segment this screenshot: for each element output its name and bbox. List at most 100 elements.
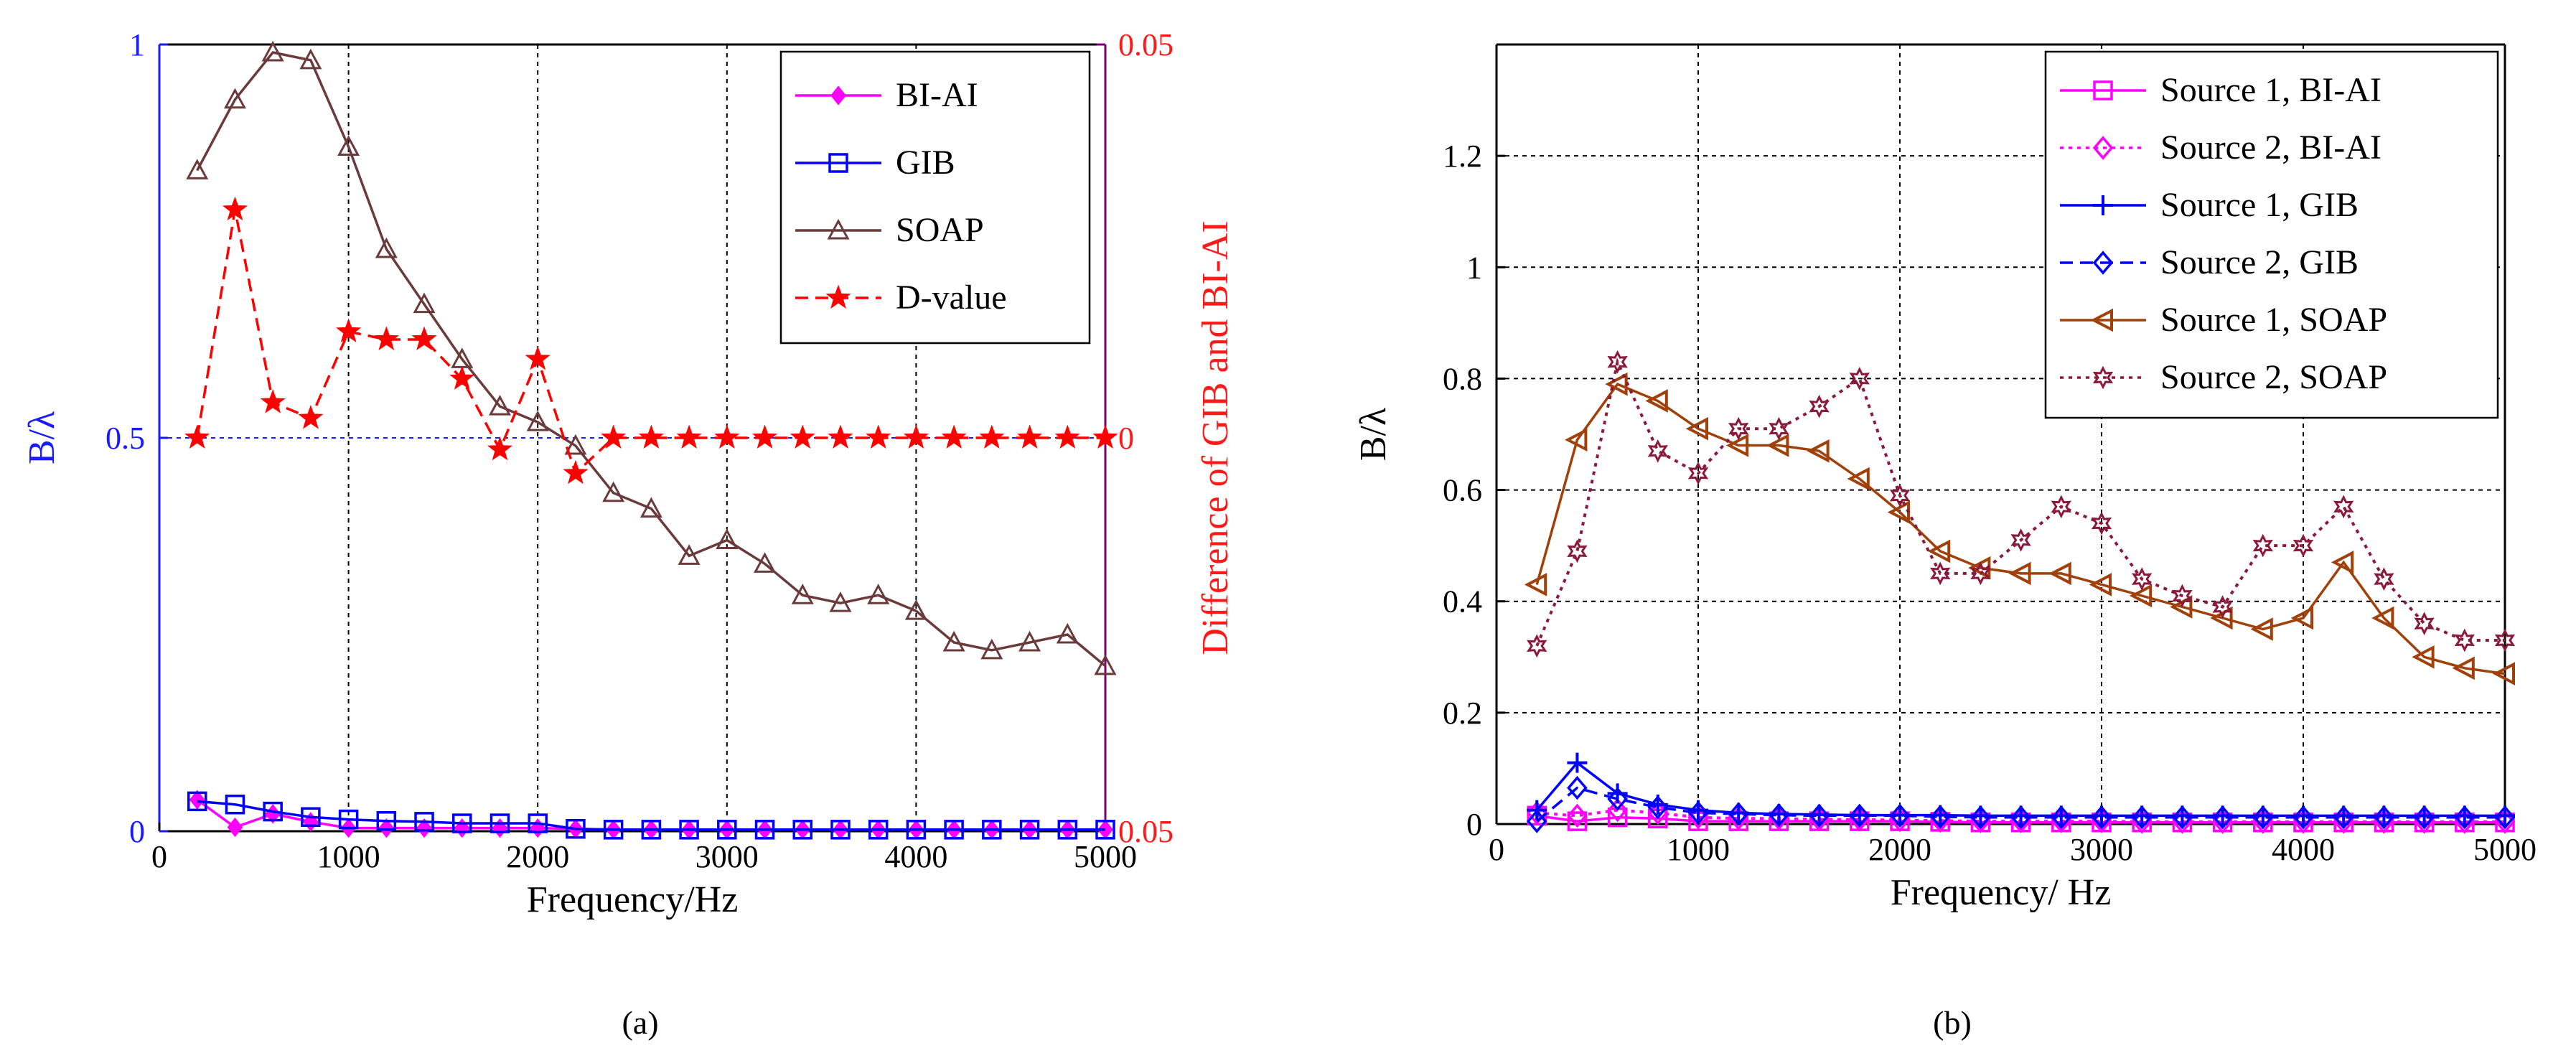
data-point bbox=[1567, 775, 1588, 800]
data-point bbox=[1807, 439, 1830, 463]
data-point bbox=[566, 818, 586, 839]
data-point bbox=[299, 48, 322, 70]
data-point bbox=[1092, 424, 1118, 449]
data-point bbox=[2010, 528, 2031, 552]
data-point bbox=[602, 481, 625, 502]
data-point bbox=[1927, 539, 1951, 563]
data-point bbox=[1094, 654, 1117, 675]
data-point bbox=[411, 326, 437, 350]
legend-marker bbox=[2093, 80, 2113, 100]
legend-marker bbox=[2092, 136, 2114, 160]
data-point bbox=[2292, 805, 2314, 830]
data-point bbox=[227, 817, 243, 838]
x-axis-title: Frequency/ Hz bbox=[1891, 872, 2112, 913]
data-point bbox=[2333, 495, 2354, 519]
data-point bbox=[1607, 783, 1628, 804]
data-point bbox=[792, 820, 812, 840]
data-point bbox=[1687, 800, 1709, 825]
x-tick-label: 0 bbox=[151, 839, 167, 874]
data-point bbox=[2414, 612, 2435, 636]
data-point bbox=[1929, 805, 1951, 829]
data-point bbox=[376, 811, 397, 831]
data-point bbox=[260, 389, 286, 413]
legend-marker bbox=[2092, 365, 2114, 390]
data-point bbox=[1769, 416, 1789, 441]
x-tick-label: 2000 bbox=[506, 839, 569, 874]
data-point bbox=[452, 813, 472, 833]
data-point bbox=[1728, 416, 1749, 441]
data-point bbox=[752, 424, 778, 449]
data-point bbox=[1645, 389, 1668, 413]
data-point bbox=[413, 292, 436, 314]
data-point bbox=[1889, 483, 1911, 507]
data-point bbox=[1769, 803, 1789, 828]
data-point bbox=[563, 459, 589, 485]
series-source-1-soap bbox=[1524, 372, 2515, 686]
data-point bbox=[906, 820, 927, 840]
data-point bbox=[378, 818, 395, 838]
y-tick-label: 0 bbox=[129, 814, 145, 849]
data-point bbox=[754, 820, 775, 840]
y2-tick-label: 0.05 bbox=[1118, 27, 1174, 62]
data-point bbox=[1766, 434, 1789, 457]
data-point bbox=[1725, 434, 1749, 457]
data-point bbox=[2333, 805, 2354, 830]
data-point bbox=[487, 436, 512, 461]
data-point bbox=[2010, 805, 2031, 830]
data-point bbox=[2172, 584, 2193, 608]
data-point bbox=[2331, 551, 2354, 574]
y-tick-label: 1 bbox=[129, 27, 145, 62]
x-tick-label: 4000 bbox=[2272, 832, 2335, 867]
data-point bbox=[980, 638, 1003, 660]
y-tick-label: 0.5 bbox=[106, 421, 145, 456]
legend-marker bbox=[2092, 251, 2114, 275]
data-point bbox=[2051, 495, 2072, 519]
data-point bbox=[184, 424, 210, 449]
legend-label: Source 2, BI-AI bbox=[2160, 128, 2381, 167]
data-point bbox=[301, 807, 321, 828]
y2-axis-title: Difference of GIB and BI-AI bbox=[1195, 220, 1236, 655]
series-line bbox=[1535, 357, 2505, 647]
data-point bbox=[2454, 805, 2476, 830]
data-point bbox=[1018, 630, 1041, 652]
data-point bbox=[1567, 803, 1588, 828]
y2-tick-label: 0 bbox=[1118, 421, 1134, 456]
series-d-value bbox=[184, 196, 1118, 485]
data-point bbox=[1567, 539, 1588, 563]
data-point bbox=[1054, 424, 1080, 449]
data-point bbox=[641, 820, 662, 840]
data-point bbox=[414, 812, 434, 832]
data-point bbox=[2250, 617, 2273, 641]
data-point bbox=[2131, 805, 2153, 830]
series-line bbox=[196, 51, 1107, 668]
data-point bbox=[2454, 628, 2476, 652]
data-point bbox=[2091, 511, 2112, 535]
data-point bbox=[263, 801, 283, 822]
data-point bbox=[490, 813, 510, 833]
data-point bbox=[979, 424, 1005, 449]
data-point bbox=[601, 424, 627, 449]
x-tick-label: 5000 bbox=[2473, 832, 2537, 867]
data-point bbox=[1019, 820, 1040, 840]
data-point bbox=[829, 591, 852, 612]
data-point bbox=[2129, 584, 2153, 608]
data-point bbox=[1567, 752, 1588, 773]
data-point bbox=[1685, 416, 1708, 441]
data-point bbox=[640, 497, 662, 518]
legend-label: D-value bbox=[896, 279, 1007, 317]
data-point bbox=[828, 424, 853, 449]
data-point bbox=[488, 395, 511, 416]
data-point bbox=[866, 424, 891, 449]
data-point bbox=[903, 424, 929, 449]
data-point bbox=[2252, 805, 2274, 830]
data-point bbox=[1889, 803, 1911, 828]
data-point bbox=[1524, 573, 1547, 596]
x-tick-label: 1000 bbox=[1667, 832, 1730, 867]
y-tick-label: 1 bbox=[1466, 250, 1482, 285]
series-source-2-soap bbox=[1526, 350, 2516, 658]
data-point bbox=[2414, 805, 2435, 830]
panel-a-chart: 0 1000 2000 3000 4000 5000 0 0.5 1 Frequency/Hz B/… bbox=[22, 27, 1236, 920]
legend-marker bbox=[828, 153, 848, 173]
data-point bbox=[261, 40, 284, 62]
